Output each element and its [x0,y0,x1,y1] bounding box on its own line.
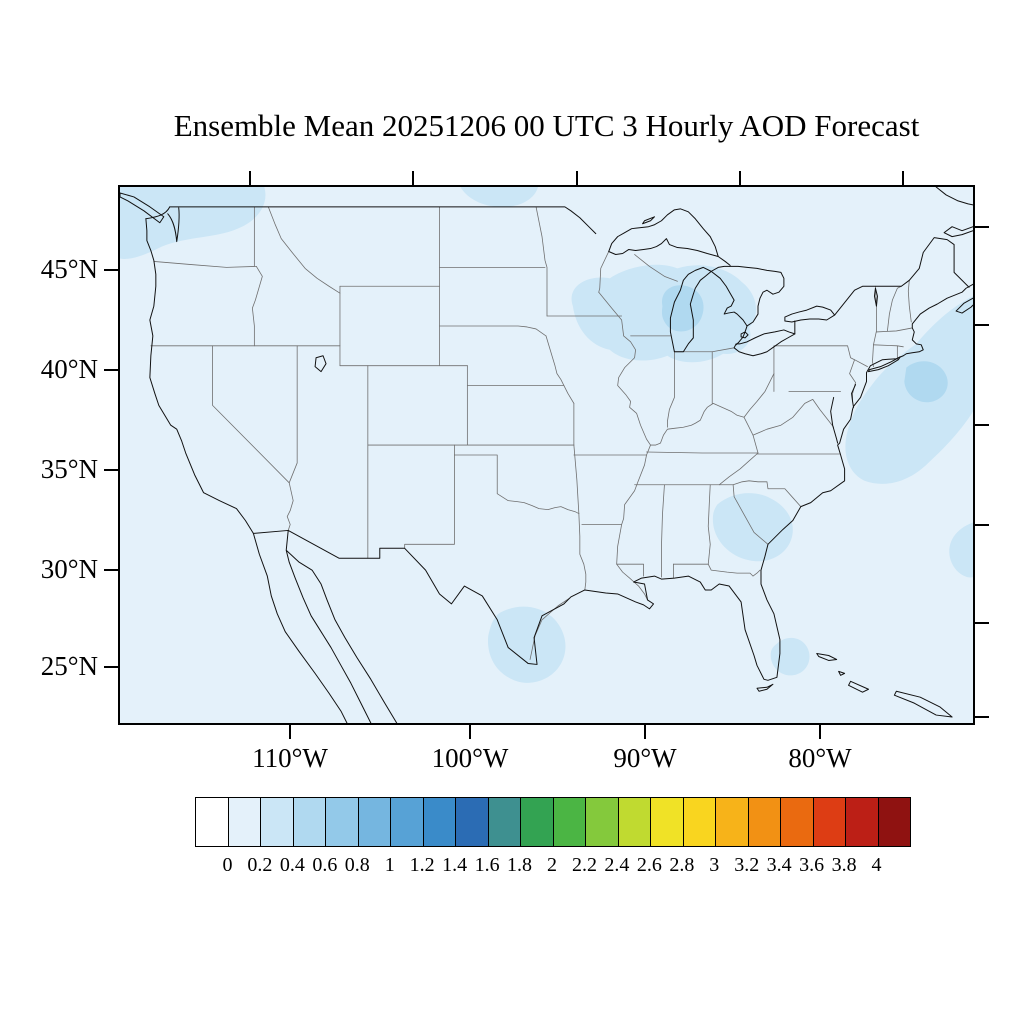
colorbar-cell [715,798,748,846]
x-axis-label: 90°W [613,743,677,773]
colorbar-cell [682,798,715,846]
y-axis-label: 35°N [40,454,98,484]
colorbar-cell [780,798,813,846]
colorbar-cell [520,798,553,846]
plot-title: Ensemble Mean 20251206 00 UTC 3 Hourly A… [173,108,920,143]
y-axis-tick-right [975,324,989,326]
aod-level3-patches [661,285,948,403]
y-axis-tick-right [975,622,989,624]
colorbar-tick-label: 2.8 [669,854,695,876]
colorbar-tick-label: 0 [222,854,233,876]
colorbar-tick-label: 3.8 [831,854,857,876]
x-axis-tick [469,725,471,739]
coastlines-and-lakes [120,187,973,723]
colorbar-tick-label: 0.4 [279,854,305,876]
colorbar-tick-label: 2.4 [604,854,630,876]
colorbar-cell [487,798,520,846]
colorbar-tick-label: 1 [384,854,395,876]
colorbar-cell [357,798,390,846]
y-axis-label: 30°N [40,554,98,584]
colorbar-cell [747,798,780,846]
colorbar-tick-label: 2.6 [636,854,662,876]
y-axis-tick [104,569,118,571]
x-axis-tick [289,725,291,739]
colorbar-cell [650,798,683,846]
y-axis-tick [104,469,118,471]
colorbar-tick-label: 1.2 [409,854,435,876]
colorbar-cell [585,798,618,846]
colorbar-tick-label: 3.6 [799,854,825,876]
colorbar-cell [196,798,228,846]
colorbar-tick-label: 1.4 [442,854,468,876]
colorbar-cell [227,798,260,846]
colorbar-tick-label: 0.6 [312,854,338,876]
colorbar-tick-label: 3.4 [766,854,792,876]
state-borders [150,206,913,660]
colorbar-cell [845,798,878,846]
colorbar-cell [617,798,650,846]
x-axis-label: 80°W [788,743,852,773]
colorbar-tick-label: 0.2 [247,854,273,876]
colorbar-cell [390,798,423,846]
y-axis-tick [104,369,118,371]
y-axis-tick-right [975,524,989,526]
x-axis-label: 110°W [252,743,328,773]
colorbar-tick-label: 1.6 [474,854,500,876]
x-axis-tick [819,725,821,739]
map-plot-area [118,185,975,725]
y-axis-tick [104,666,118,668]
x-axis-tick [644,725,646,739]
x-axis-tick-top [576,171,578,185]
colorbar-cell [260,798,293,846]
x-axis-tick-top [412,171,414,185]
x-axis-tick-top [902,171,904,185]
us-aod-map [120,187,973,723]
colorbar-cell [455,798,488,846]
y-axis-label: 45°N [40,254,98,284]
colorbar-cell [422,798,455,846]
x-axis-label: 100°W [431,743,509,773]
y-axis-label: 40°N [40,354,98,384]
colorbar-tick-label: 3 [709,854,720,876]
y-axis-tick-right [975,424,989,426]
colorbar-cell [812,798,845,846]
aod-colorbar [195,797,911,847]
y-axis-tick [104,269,118,271]
colorbar-tick-label: 0.8 [344,854,370,876]
colorbar-tick-label: 4 [871,854,882,876]
colorbar-cell [325,798,358,846]
y-axis-label: 25°N [40,651,98,681]
x-axis-tick-top [739,171,741,185]
y-axis-tick-right [975,716,989,718]
colorbar-cell [552,798,585,846]
colorbar-tick-label: 2.2 [571,854,597,876]
x-axis-tick-top [249,171,251,185]
colorbar-cell [292,798,325,846]
colorbar-tick-label: 1.8 [507,854,533,876]
colorbar-cell [877,798,910,846]
colorbar-tick-label: 2 [547,854,557,876]
y-axis-tick-right [975,226,989,228]
colorbar-tick-label: 3.2 [734,854,760,876]
